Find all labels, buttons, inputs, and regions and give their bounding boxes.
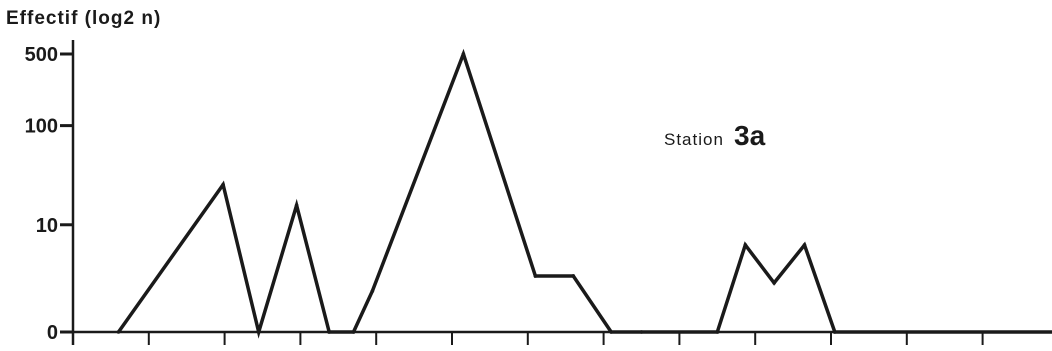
data-point bbox=[832, 330, 837, 334]
data-point bbox=[571, 274, 576, 278]
plot-series bbox=[116, 48, 1052, 339]
data-point bbox=[256, 330, 261, 334]
station-label: Station bbox=[664, 130, 724, 149]
data-point bbox=[715, 330, 720, 334]
data-point bbox=[772, 281, 776, 285]
data-point bbox=[370, 289, 375, 293]
data-point bbox=[327, 330, 332, 334]
x-axis bbox=[72, 330, 1052, 345]
data-point bbox=[294, 203, 299, 208]
data-point bbox=[639, 330, 644, 334]
data-point bbox=[533, 274, 538, 278]
y-tick-label: 10 bbox=[36, 215, 58, 237]
station-annotation: Station 3a bbox=[664, 120, 766, 151]
data-point bbox=[351, 330, 356, 334]
station-id: 3a bbox=[734, 120, 766, 151]
y-axis: 0 10 100 500 bbox=[25, 40, 75, 345]
data-point bbox=[116, 330, 121, 334]
data-point bbox=[802, 243, 807, 247]
y-axis-title: Effectif (log2 n) bbox=[6, 8, 161, 29]
data-point bbox=[609, 330, 613, 334]
data-point bbox=[743, 243, 748, 247]
y-tick-label: 0 bbox=[47, 322, 58, 344]
y-tick-label: 500 bbox=[25, 44, 58, 66]
y-tick-label: 100 bbox=[25, 116, 58, 138]
series-line bbox=[117, 48, 1052, 339]
data-point bbox=[461, 52, 466, 56]
data-point bbox=[221, 182, 225, 187]
